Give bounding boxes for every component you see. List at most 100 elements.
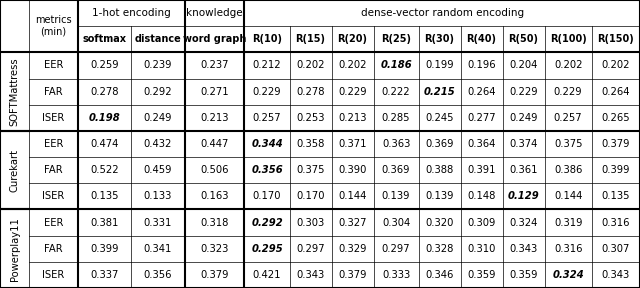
Text: R(30): R(30) xyxy=(424,34,454,44)
Text: 0.331: 0.331 xyxy=(144,217,172,228)
Text: 0.163: 0.163 xyxy=(200,191,229,201)
Text: 0.356: 0.356 xyxy=(143,270,172,280)
Text: 0.295: 0.295 xyxy=(251,244,283,254)
Text: 0.148: 0.148 xyxy=(467,191,496,201)
Text: 0.245: 0.245 xyxy=(426,113,454,123)
Text: 1-hot encoding: 1-hot encoding xyxy=(92,8,170,18)
Text: 0.133: 0.133 xyxy=(144,191,172,201)
Text: 0.375: 0.375 xyxy=(554,139,582,149)
Text: ISER: ISER xyxy=(42,113,65,123)
Text: 0.374: 0.374 xyxy=(509,139,538,149)
Text: 0.277: 0.277 xyxy=(467,113,496,123)
Text: 0.375: 0.375 xyxy=(296,165,325,175)
Text: 0.369: 0.369 xyxy=(426,139,454,149)
Text: 0.364: 0.364 xyxy=(467,139,496,149)
Text: R(25): R(25) xyxy=(381,34,411,44)
Text: 0.257: 0.257 xyxy=(253,113,282,123)
Text: 0.522: 0.522 xyxy=(90,165,118,175)
Text: 0.144: 0.144 xyxy=(554,191,582,201)
Text: 0.390: 0.390 xyxy=(339,165,367,175)
Text: 0.304: 0.304 xyxy=(382,217,410,228)
Text: 0.316: 0.316 xyxy=(554,244,582,254)
Text: 0.139: 0.139 xyxy=(382,191,410,201)
Text: 0.249: 0.249 xyxy=(143,113,172,123)
Text: Powerplay11: Powerplay11 xyxy=(10,217,20,281)
Text: 0.399: 0.399 xyxy=(90,244,118,254)
Text: 0.202: 0.202 xyxy=(296,60,325,71)
Text: 0.328: 0.328 xyxy=(426,244,454,254)
Text: 0.343: 0.343 xyxy=(296,270,324,280)
Text: 0.202: 0.202 xyxy=(554,60,582,71)
Text: 0.388: 0.388 xyxy=(426,165,454,175)
Text: 0.363: 0.363 xyxy=(382,139,410,149)
Text: 0.213: 0.213 xyxy=(339,113,367,123)
Text: 0.506: 0.506 xyxy=(200,165,229,175)
Text: 0.333: 0.333 xyxy=(382,270,410,280)
Text: R(100): R(100) xyxy=(550,34,586,44)
Text: 0.186: 0.186 xyxy=(380,60,412,71)
Text: 0.310: 0.310 xyxy=(467,244,496,254)
Text: 0.199: 0.199 xyxy=(426,60,454,71)
Text: 0.170: 0.170 xyxy=(296,191,325,201)
Text: FAR: FAR xyxy=(44,87,63,97)
Text: 0.278: 0.278 xyxy=(90,87,118,97)
Text: 0.215: 0.215 xyxy=(424,87,456,97)
Text: 0.307: 0.307 xyxy=(602,244,630,254)
Text: 0.324: 0.324 xyxy=(509,217,538,228)
Text: 0.391: 0.391 xyxy=(467,165,496,175)
Text: 0.129: 0.129 xyxy=(508,191,540,201)
Text: softmax: softmax xyxy=(83,34,126,44)
Text: FAR: FAR xyxy=(44,244,63,254)
Text: 0.278: 0.278 xyxy=(296,87,325,97)
Text: 0.316: 0.316 xyxy=(602,217,630,228)
Text: 0.229: 0.229 xyxy=(338,87,367,97)
Text: 0.249: 0.249 xyxy=(509,113,538,123)
Text: 0.170: 0.170 xyxy=(253,191,281,201)
Text: 0.474: 0.474 xyxy=(90,139,118,149)
Text: 0.212: 0.212 xyxy=(253,60,282,71)
Text: 0.196: 0.196 xyxy=(467,60,496,71)
Text: 0.379: 0.379 xyxy=(200,270,229,280)
Text: 0.292: 0.292 xyxy=(143,87,172,97)
Text: 0.399: 0.399 xyxy=(602,165,630,175)
Text: 0.329: 0.329 xyxy=(339,244,367,254)
Text: 0.264: 0.264 xyxy=(602,87,630,97)
Text: 0.229: 0.229 xyxy=(253,87,282,97)
Text: 0.303: 0.303 xyxy=(296,217,324,228)
Text: 0.318: 0.318 xyxy=(200,217,228,228)
Text: 0.327: 0.327 xyxy=(339,217,367,228)
Text: 0.202: 0.202 xyxy=(602,60,630,71)
Text: 0.381: 0.381 xyxy=(90,217,118,228)
Text: distance: distance xyxy=(134,34,181,44)
Text: 0.204: 0.204 xyxy=(509,60,538,71)
Text: R(15): R(15) xyxy=(296,34,326,44)
Text: 0.265: 0.265 xyxy=(602,113,630,123)
Text: 0.358: 0.358 xyxy=(296,139,324,149)
Text: 0.229: 0.229 xyxy=(509,87,538,97)
Text: 0.341: 0.341 xyxy=(144,244,172,254)
Text: 0.447: 0.447 xyxy=(200,139,228,149)
Text: 0.271: 0.271 xyxy=(200,87,229,97)
Text: 0.198: 0.198 xyxy=(88,113,120,123)
Text: 0.421: 0.421 xyxy=(253,270,281,280)
Text: 0.259: 0.259 xyxy=(90,60,118,71)
Text: 0.337: 0.337 xyxy=(90,270,118,280)
Text: metrics
(min): metrics (min) xyxy=(35,15,72,37)
Text: R(150): R(150) xyxy=(598,34,634,44)
Text: R(40): R(40) xyxy=(467,34,497,44)
Text: 0.371: 0.371 xyxy=(339,139,367,149)
Text: 0.344: 0.344 xyxy=(251,139,283,149)
Text: 0.222: 0.222 xyxy=(381,87,410,97)
Text: 0.361: 0.361 xyxy=(509,165,538,175)
Text: 0.135: 0.135 xyxy=(602,191,630,201)
Text: 0.213: 0.213 xyxy=(200,113,229,123)
Text: 0.285: 0.285 xyxy=(382,113,410,123)
Text: 0.386: 0.386 xyxy=(554,165,582,175)
Text: 0.297: 0.297 xyxy=(296,244,325,254)
Text: 0.343: 0.343 xyxy=(602,270,630,280)
Text: 0.459: 0.459 xyxy=(143,165,172,175)
Text: R(20): R(20) xyxy=(337,34,367,44)
Text: 0.319: 0.319 xyxy=(554,217,582,228)
Text: ISER: ISER xyxy=(42,191,65,201)
Text: EER: EER xyxy=(44,217,63,228)
